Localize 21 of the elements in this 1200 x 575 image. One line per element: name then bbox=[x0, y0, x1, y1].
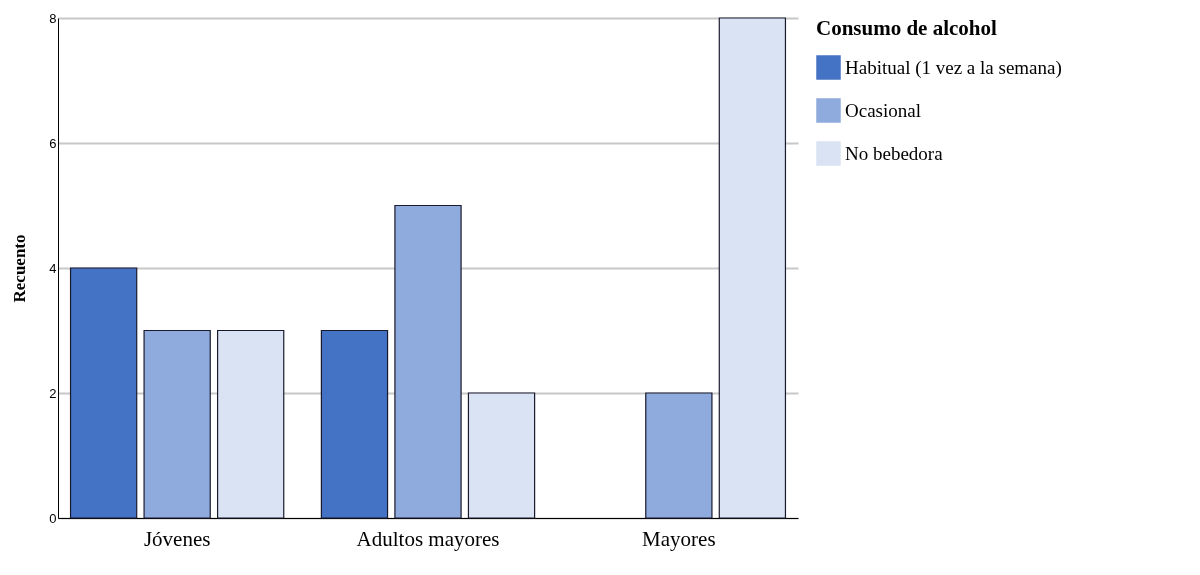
bar bbox=[467, 392, 536, 519]
y-axis-title: Recuento bbox=[10, 234, 30, 303]
legend-label: Habitual (1 vez a la semana) bbox=[845, 56, 1062, 79]
x-tick-label: Jóvenes bbox=[143, 526, 211, 551]
legend-label: Ocasional bbox=[845, 99, 921, 121]
x-tick-label: Adultos mayores bbox=[356, 526, 500, 551]
legend-label: No bebedora bbox=[845, 142, 944, 164]
y-tick-label: 8 bbox=[49, 10, 57, 26]
y-tick-label: 6 bbox=[49, 135, 57, 151]
bar bbox=[320, 329, 389, 519]
x-tick-label: Mayores bbox=[642, 526, 716, 551]
bar bbox=[645, 392, 713, 519]
y-tick-label: 4 bbox=[49, 260, 57, 276]
bar bbox=[718, 17, 787, 519]
y-tick-label: 2 bbox=[49, 385, 57, 401]
legend-title: Consumo de alcohol bbox=[816, 16, 998, 40]
y-tick-label: 0 bbox=[49, 510, 57, 526]
bar bbox=[69, 267, 138, 519]
bar bbox=[394, 204, 462, 519]
bar bbox=[216, 329, 285, 519]
bar bbox=[143, 329, 211, 519]
